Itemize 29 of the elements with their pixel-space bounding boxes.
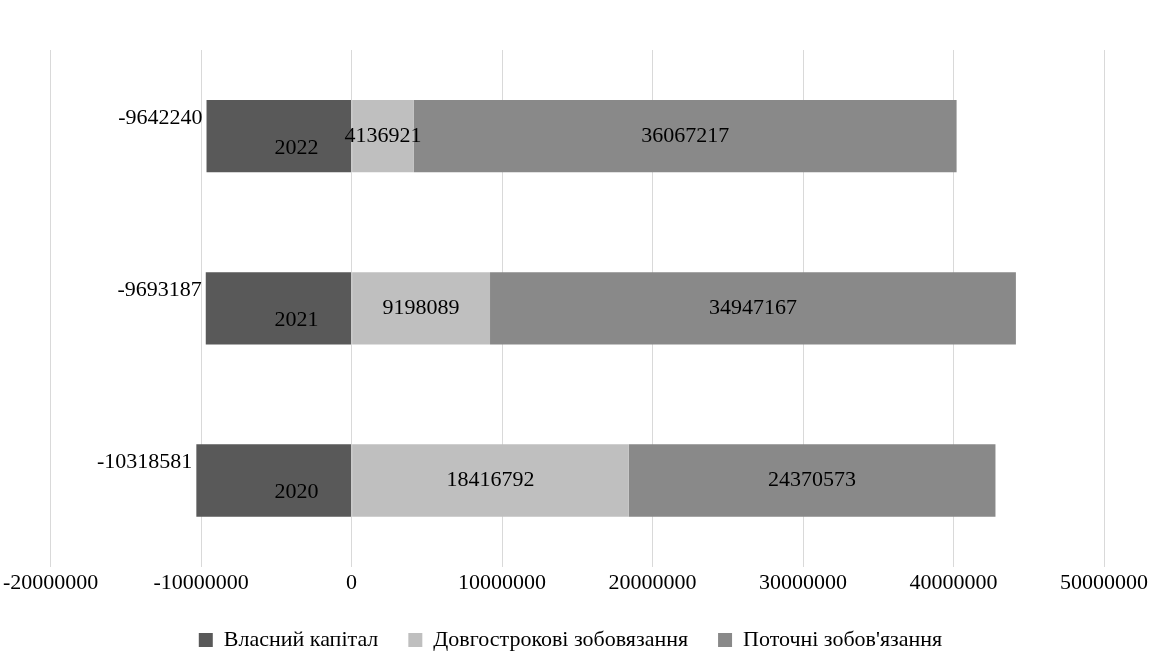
data-label: -9693187	[117, 276, 202, 302]
x-tick-label: -10000000	[153, 568, 249, 594]
y-tick-label: 2021	[274, 306, 319, 332]
bar	[196, 444, 352, 517]
data-label: 24370573	[768, 466, 857, 492]
x-tick-label: 20000000	[608, 568, 697, 594]
bar	[352, 444, 629, 517]
x-tick-label: 0	[346, 568, 358, 594]
bar	[352, 272, 491, 345]
x-tick-label: 40000000	[909, 568, 998, 594]
y-tick-label: 2020	[274, 478, 319, 504]
data-label: -9642240	[118, 103, 203, 129]
x-tick-label: 50000000	[1060, 568, 1148, 594]
legend-label: Поточні зобов'язання	[743, 625, 943, 651]
data-label: 4136921	[344, 121, 422, 147]
x-tick-label: 30000000	[759, 568, 848, 594]
bar	[490, 272, 1016, 345]
x-tick-label: 10000000	[458, 568, 547, 594]
x-tick-label: -20000000	[3, 568, 99, 594]
data-label: -10318581	[97, 448, 193, 474]
bar	[628, 444, 996, 517]
y-tick-label: 2022	[274, 133, 319, 159]
data-label: 36067217	[641, 121, 730, 147]
data-label: 18416792	[446, 466, 535, 492]
data-label: 9198089	[382, 294, 460, 320]
bar	[205, 272, 352, 345]
data-label: 34947167	[708, 294, 797, 320]
legend-label: Власний капітал	[223, 625, 379, 651]
legend-label: Довгострокові зобовязання	[433, 625, 689, 651]
